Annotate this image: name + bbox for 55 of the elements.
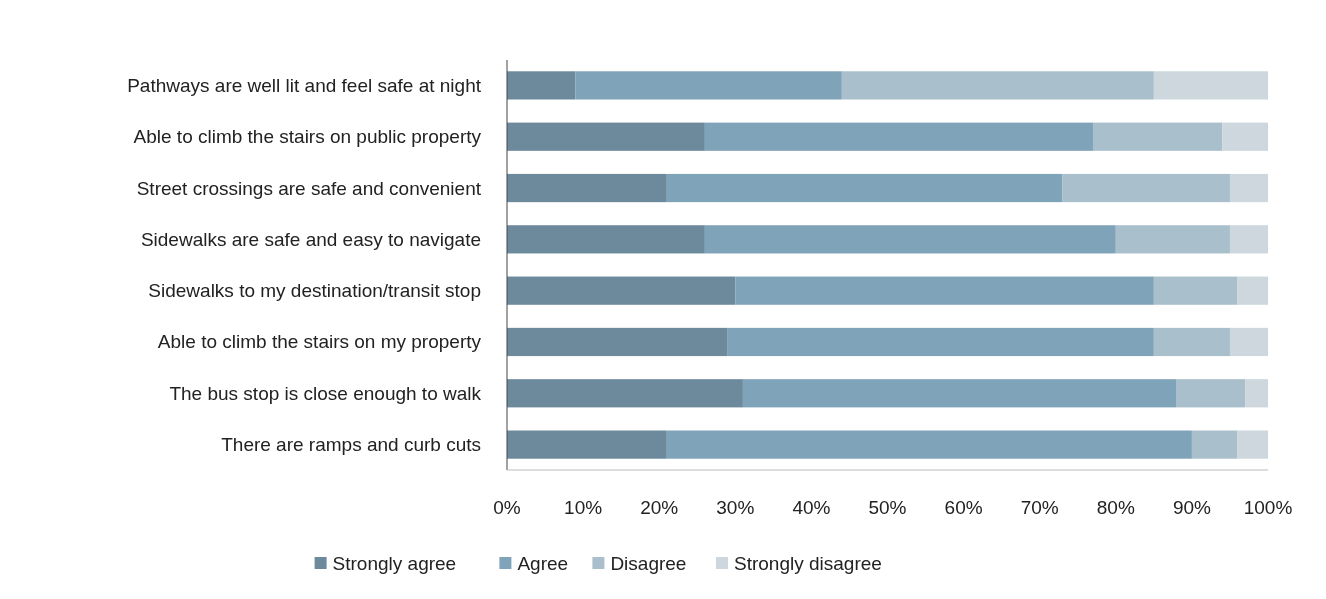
legend-label: Strongly disagree (734, 552, 882, 574)
y-tick-label: There are ramps and curb cuts (221, 434, 481, 456)
y-tick-label: The bus stop is close enough to walk (169, 382, 482, 404)
x-tick-label: 40% (792, 497, 831, 518)
bar (735, 276, 1154, 305)
y-tick-label: Able to climb the stairs on my property (157, 331, 482, 353)
bar (507, 276, 736, 305)
x-tick-label: 100% (1243, 497, 1293, 518)
bar (1153, 327, 1230, 357)
y-tick-label: Street crossings are safe and convenient (136, 177, 482, 199)
x-tick-label: 10% (564, 497, 603, 518)
bar (1153, 71, 1268, 100)
bar (1229, 173, 1268, 203)
y-tick-label: Able to climb the stairs on public property (133, 126, 482, 148)
x-tick-label: 30% (716, 497, 755, 518)
bar (666, 173, 1063, 203)
bar (666, 430, 1192, 459)
x-tick-label: 70% (1020, 497, 1059, 518)
x-tick-label: 0% (493, 497, 521, 518)
bar (507, 379, 743, 408)
y-tick-label: Pathways are well lit and feel safe at night (127, 74, 482, 96)
bar (1191, 430, 1238, 459)
bar (507, 71, 576, 100)
x-tick-label: 50% (868, 497, 907, 518)
bar (841, 71, 1154, 100)
x-tick-label: 60% (944, 497, 983, 518)
bar (1062, 173, 1230, 203)
y-tick-label: Sidewalks are safe and easy to navigate (140, 228, 481, 250)
bar (1229, 225, 1268, 254)
bar (507, 225, 705, 254)
bar (1153, 276, 1238, 305)
bar (704, 225, 1116, 254)
bar (507, 122, 705, 151)
bar (1245, 379, 1268, 408)
bar (1115, 225, 1230, 254)
bar (1229, 327, 1268, 357)
legend-label: Strongly agree (332, 552, 457, 574)
x-tick-label: 20% (640, 497, 679, 518)
bar (507, 430, 667, 459)
bar (742, 379, 1177, 408)
legend-label: Disagree (610, 552, 687, 574)
bar (1222, 122, 1268, 151)
bar (575, 71, 842, 100)
bar (704, 122, 1093, 151)
bar (507, 327, 728, 357)
bar (1176, 379, 1246, 408)
bar (727, 327, 1154, 357)
bar (1092, 122, 1223, 151)
x-tick-label: 90% (1172, 497, 1212, 518)
x-tick-label: 80% (1096, 497, 1135, 518)
y-tick-label: Sidewalks to my destination/transit stop (148, 280, 481, 302)
bar (1237, 430, 1268, 459)
legend-label: Agree (517, 552, 569, 574)
bar (1237, 276, 1268, 305)
bar (507, 173, 667, 203)
